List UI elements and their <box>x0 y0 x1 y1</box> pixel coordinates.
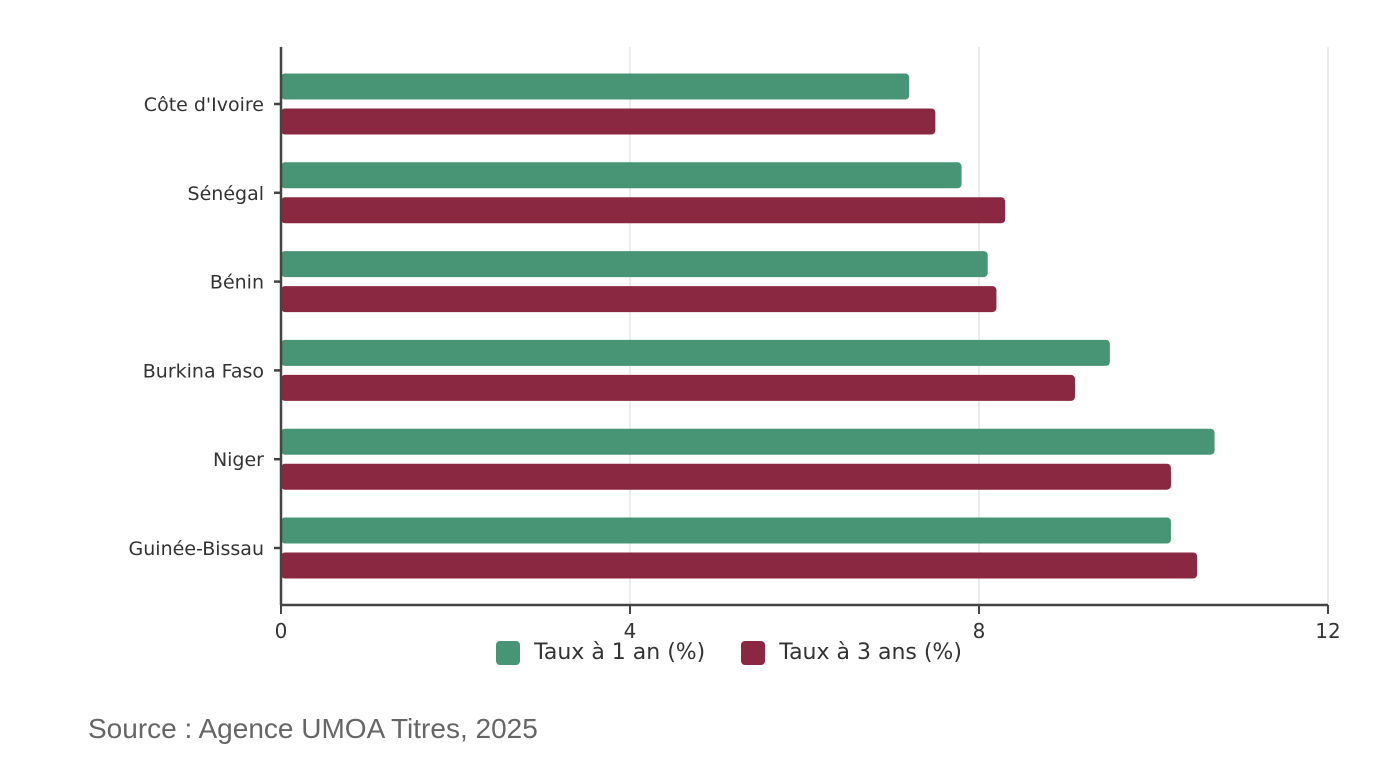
category-label: Guinée-Bissau <box>129 538 264 560</box>
bar-1an-3 <box>281 339 1110 366</box>
category-label: Côte d'Ivoire <box>144 94 264 116</box>
legend-swatch-3ans <box>741 640 766 665</box>
bar-3ans-2 <box>281 286 997 313</box>
bars <box>281 73 1215 579</box>
x-tick-label: 8 <box>973 619 986 640</box>
bar-1an-4 <box>281 428 1215 455</box>
x-tick-label: 12 <box>1315 619 1340 640</box>
bar-3ans-4 <box>281 463 1171 490</box>
legend-label-1an: Taux à 1 an (%) <box>534 640 706 665</box>
bar-chart: Côte d'Ivoire Sénégal Bénin Burkina Faso Nig… <box>129 47 1341 640</box>
legend-swatch-1an <box>496 640 521 665</box>
bar-1an-1 <box>281 162 962 189</box>
legend-item-1an: Taux à 1 an (%) <box>496 640 705 665</box>
x-tick-label: 0 <box>275 619 288 640</box>
bar-3ans-3 <box>281 374 1075 401</box>
bar-3ans-5 <box>281 552 1198 579</box>
legend-item-3ans: Taux à 3 ans (%) <box>741 640 962 665</box>
x-tick-label: 4 <box>624 619 637 640</box>
legend-label-3ans: Taux à 3 ans (%) <box>779 640 962 665</box>
bar-1an-5 <box>281 517 1171 544</box>
bar-1an-0 <box>281 73 910 100</box>
legend: Taux à 1 an (%) Taux à 3 ans (%) <box>0 640 1398 665</box>
grid-lines <box>629 47 1329 605</box>
category-label: Sénégal <box>188 183 264 205</box>
category-label: Niger <box>213 449 264 471</box>
bar-3ans-1 <box>281 197 1006 224</box>
axis-labels: Côte d'Ivoire Sénégal Bénin Burkina Faso Nig… <box>129 94 1341 640</box>
source-note: Source : Agence UMOA Titres, 2025 <box>88 713 538 744</box>
axes <box>274 47 1329 614</box>
category-label: Burkina Faso <box>143 360 264 382</box>
bar-3ans-0 <box>281 108 936 135</box>
bar-1an-2 <box>281 251 988 278</box>
category-label: Bénin <box>210 272 264 294</box>
